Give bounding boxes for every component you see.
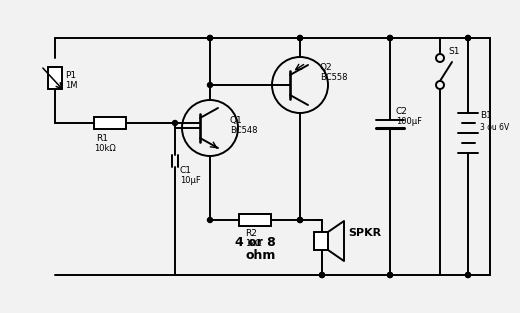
Text: C1: C1 (180, 166, 192, 175)
Text: 3 ou 6V: 3 ou 6V (480, 123, 509, 132)
Circle shape (387, 35, 393, 40)
Circle shape (465, 273, 471, 278)
Circle shape (465, 35, 471, 40)
Text: 4 or 8: 4 or 8 (235, 236, 276, 249)
Text: Q1: Q1 (230, 116, 243, 125)
Circle shape (207, 218, 213, 223)
Text: 1M: 1M (65, 81, 77, 90)
Circle shape (207, 35, 213, 40)
Text: R1: R1 (96, 134, 108, 143)
Circle shape (387, 273, 393, 278)
Text: 10kΩ: 10kΩ (94, 144, 116, 153)
Text: BC548: BC548 (230, 126, 257, 135)
Text: 100µF: 100µF (396, 117, 422, 126)
Circle shape (207, 35, 213, 40)
Text: BC558: BC558 (320, 73, 347, 82)
Circle shape (297, 35, 303, 40)
Bar (48, 67, 62, 89)
Text: R2: R2 (245, 229, 257, 238)
Text: S1: S1 (448, 47, 460, 56)
Text: 10µF: 10µF (180, 176, 201, 185)
Bar (94, 117, 126, 129)
Circle shape (319, 273, 324, 278)
Text: ohm: ohm (245, 249, 276, 262)
Text: B1: B1 (480, 111, 492, 120)
Text: P1: P1 (65, 70, 76, 80)
Circle shape (319, 273, 324, 278)
Circle shape (465, 35, 471, 40)
Bar (239, 214, 271, 226)
Circle shape (297, 35, 303, 40)
Circle shape (297, 218, 303, 223)
Text: C2: C2 (396, 107, 408, 116)
Text: SPKR: SPKR (348, 228, 381, 238)
Circle shape (387, 35, 393, 40)
Bar (314, 232, 328, 250)
Circle shape (465, 273, 471, 278)
Circle shape (297, 218, 303, 223)
Text: 1kΩ: 1kΩ (245, 239, 262, 248)
Text: Q2: Q2 (320, 63, 333, 72)
Circle shape (207, 83, 213, 88)
Circle shape (173, 121, 177, 126)
Circle shape (387, 273, 393, 278)
